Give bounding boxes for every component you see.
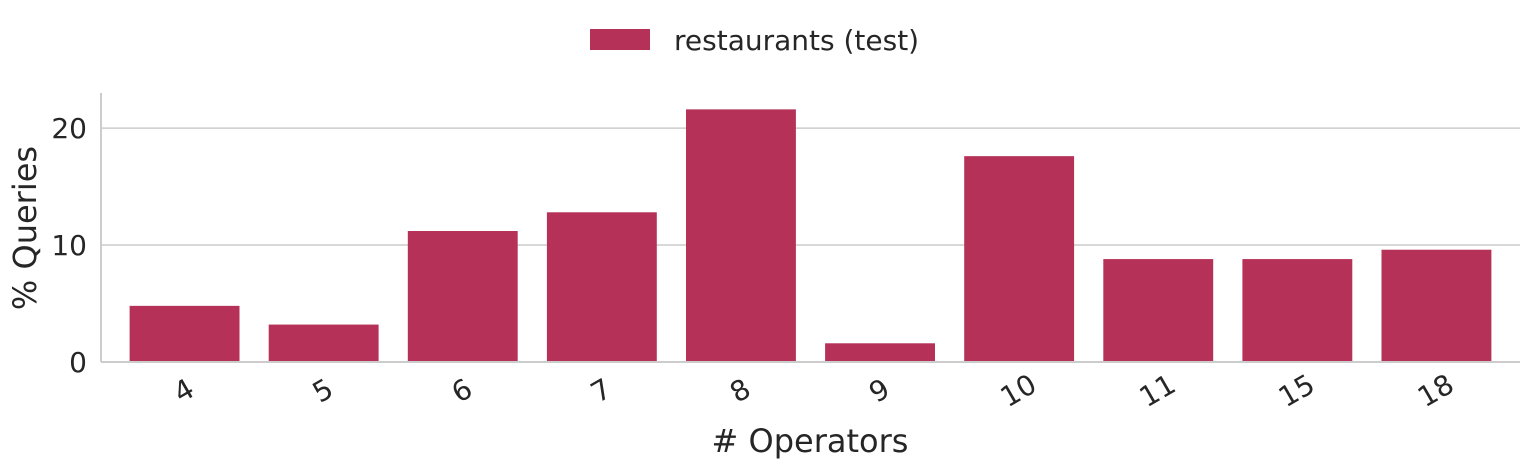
x-tick-label: 10 [995,368,1042,414]
y-tick-labels: 0 10 20 [51,112,87,379]
bar-8 [686,109,796,362]
y-axis-label: % Queries [6,146,44,310]
legend: restaurants (test) [590,24,919,57]
y-tick-label: 0 [69,346,87,379]
x-axis-label: # Operators [712,422,909,460]
x-tick-label: 7 [585,372,617,409]
bar-7 [546,212,657,362]
bar-9 [825,343,935,362]
x-tick-label: 8 [724,372,756,409]
y-tick-label: 20 [51,112,87,145]
x-tick-label: 4 [168,372,200,409]
bar-15 [1242,259,1353,362]
x-tick-label: 5 [307,372,339,409]
y-gridlines [101,127,1520,246]
bars [129,109,1492,362]
bar-6 [407,231,518,362]
y-tick-label: 10 [51,229,87,262]
bar-4 [129,305,240,362]
x-tick-labels: 4 5 6 7 8 9 10 11 15 18 [168,368,1460,414]
legend-label: restaurants (test) [674,24,919,57]
x-tick-label: 15 [1273,368,1320,414]
bar-18 [1381,249,1492,362]
axes [100,93,1520,363]
legend-swatch [590,29,650,50]
x-tick-label: 9 [863,372,895,409]
bar-11 [1103,259,1214,362]
bar-5 [268,324,379,362]
x-tick-label: 6 [446,372,478,409]
x-tick-label: 11 [1134,368,1181,414]
x-tick-label: 18 [1412,368,1459,414]
bar-10 [964,156,1075,362]
